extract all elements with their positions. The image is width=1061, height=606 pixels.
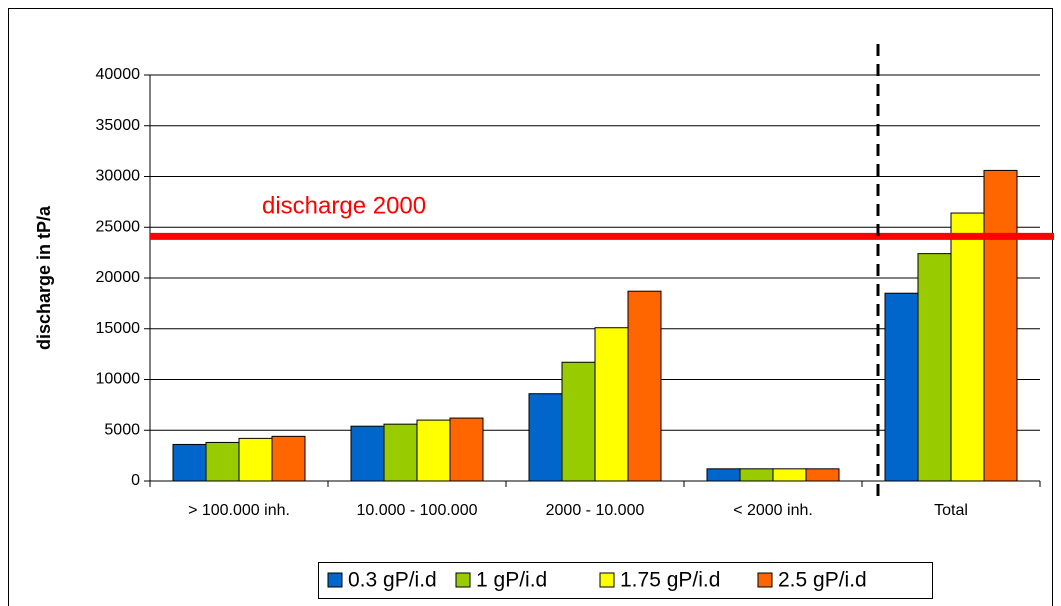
legend-swatch — [599, 572, 615, 588]
legend-label: 2.5 gP/i.d — [778, 569, 867, 592]
bar — [205, 441, 240, 482]
x-tick-label: 2000 - 10.000 — [546, 502, 645, 519]
legend-swatch — [757, 572, 773, 588]
y-tick-label: 25000 — [96, 218, 141, 235]
legend-label: 1 gP/i.d — [476, 569, 547, 592]
y-tick-label: 5000 — [104, 421, 140, 438]
y-axis-label: discharge in tP/a — [34, 205, 54, 350]
bar — [528, 393, 563, 482]
legend-label: 0.3 gP/i.d — [348, 569, 437, 592]
bar — [350, 425, 385, 482]
legend-swatch — [455, 572, 471, 588]
y-tick-label: 40000 — [96, 66, 141, 83]
bar — [739, 468, 774, 482]
bar — [172, 443, 207, 482]
y-tick-label: 30000 — [96, 168, 141, 185]
bar — [238, 437, 273, 482]
bar — [449, 417, 484, 482]
y-tick-label: 20000 — [96, 269, 141, 286]
x-tick-label: > 100.000 inh. — [188, 502, 290, 519]
bar — [884, 292, 919, 482]
y-tick-label: 10000 — [96, 371, 141, 388]
bar — [594, 327, 629, 482]
bar — [383, 423, 418, 482]
x-tick-label: Total — [934, 502, 968, 519]
legend — [318, 562, 933, 599]
bar — [561, 361, 596, 482]
bar — [416, 419, 451, 482]
bar — [917, 253, 952, 482]
y-tick-label: 35000 — [96, 117, 141, 134]
legend-label: 1.75 gP/i.d — [620, 569, 720, 592]
x-tick-label: < 2000 inh. — [733, 502, 813, 519]
bar — [950, 212, 985, 482]
bar — [627, 290, 662, 482]
bar — [706, 468, 741, 482]
y-tick-label: 15000 — [96, 320, 141, 337]
bar — [772, 468, 807, 482]
bar — [983, 169, 1018, 482]
y-tick-label: 0 — [131, 472, 140, 489]
x-tick-label: 10.000 - 100.000 — [357, 502, 478, 519]
bar — [271, 435, 306, 482]
bar — [805, 468, 840, 482]
legend-swatch — [327, 572, 343, 588]
reference-label: discharge 2000 — [262, 193, 426, 220]
